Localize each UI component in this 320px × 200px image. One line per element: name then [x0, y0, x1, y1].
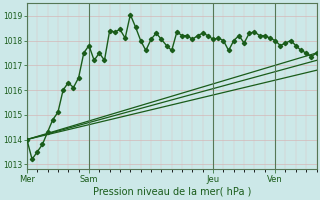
- X-axis label: Pression niveau de la mer( hPa ): Pression niveau de la mer( hPa ): [92, 187, 251, 197]
